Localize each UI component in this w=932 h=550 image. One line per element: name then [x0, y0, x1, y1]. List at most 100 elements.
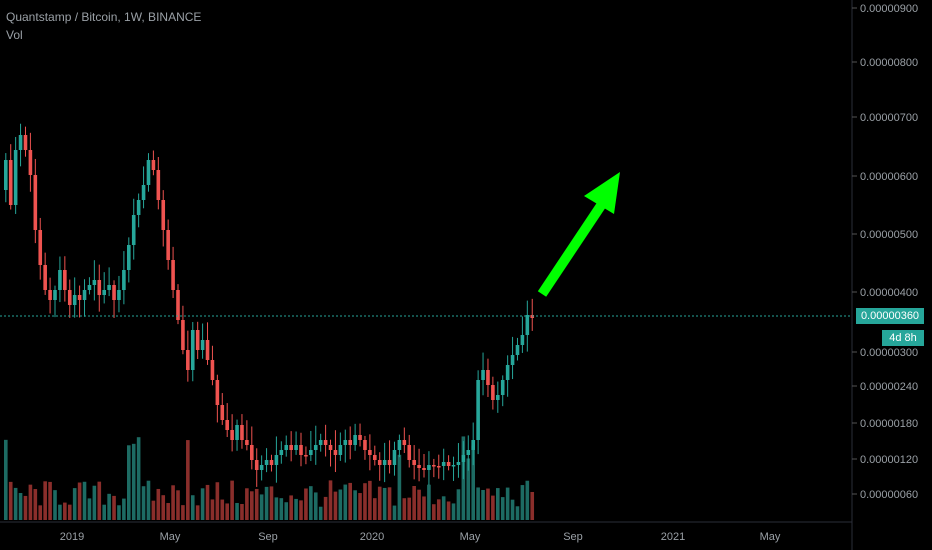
volume-bar	[190, 495, 195, 520]
y-tick-label: 0.00000240	[860, 381, 918, 393]
candle-body	[186, 350, 190, 370]
volume-bar	[323, 496, 328, 520]
volume-bar	[358, 493, 362, 520]
volume-bar	[333, 491, 338, 520]
volume-bar	[8, 481, 13, 520]
candle-body	[377, 460, 382, 465]
candle-body	[161, 200, 166, 230]
candle-body	[141, 185, 146, 200]
volume-bar	[387, 487, 392, 520]
candle-body	[269, 460, 274, 465]
candle-body	[112, 285, 116, 300]
volume-bar	[131, 443, 136, 520]
candle-body	[274, 455, 279, 465]
volume-bar	[23, 495, 28, 520]
volume-bar	[97, 481, 102, 520]
candle-body	[338, 445, 343, 455]
candle-body	[289, 445, 293, 450]
volume-bar	[186, 440, 190, 520]
volume-bar	[500, 497, 505, 520]
volume-bar	[510, 499, 515, 520]
candles	[4, 123, 535, 487]
volume-bar	[112, 495, 116, 520]
y-tick-label: 0.00000600	[860, 171, 918, 183]
volume-bar	[33, 489, 38, 520]
volume-bar	[476, 487, 480, 520]
volume-bar	[466, 458, 471, 520]
candle-body	[53, 290, 57, 300]
volume-bar	[274, 497, 279, 520]
candle-body	[72, 295, 77, 305]
volume-bar	[259, 494, 264, 520]
volume-bar	[215, 482, 220, 520]
volume-bar	[343, 484, 348, 520]
candle-body	[13, 150, 18, 205]
candle-body	[8, 160, 13, 205]
volume-bar	[299, 500, 303, 520]
y-tick-label: 0.00000900	[860, 3, 918, 15]
volume-bar	[304, 488, 308, 520]
volume-bar	[451, 503, 456, 520]
candle-body	[363, 440, 367, 450]
volume-bar	[58, 504, 62, 520]
volume-bar	[525, 480, 530, 520]
candle-body	[373, 455, 377, 460]
volume-bar	[18, 492, 23, 520]
y-tick-label: 0.00000060	[860, 489, 918, 501]
volume-bar	[161, 495, 166, 520]
volume-bar	[67, 504, 72, 520]
volume-bar	[264, 486, 269, 520]
volume-bar	[284, 502, 289, 520]
candle-body	[33, 175, 38, 230]
candle-body	[58, 270, 62, 290]
volume-bar	[181, 505, 185, 520]
candle-body	[38, 230, 43, 265]
volume-bar	[446, 501, 451, 520]
candle-body	[67, 290, 72, 305]
x-tick-label: 2020	[360, 531, 384, 543]
candle-body	[171, 260, 175, 290]
volume-bar	[176, 490, 180, 520]
candle-body	[309, 450, 313, 455]
volume-bar	[377, 486, 382, 520]
volume-bar	[127, 445, 131, 520]
candle-body	[97, 280, 102, 295]
volume-bar	[436, 499, 441, 520]
candle-body	[422, 468, 426, 470]
volume-bar	[328, 480, 333, 520]
candle-body	[358, 435, 362, 440]
candle-body	[235, 425, 239, 440]
candle-body	[407, 445, 412, 460]
volume-bar	[146, 480, 151, 520]
volume-bar	[471, 445, 475, 520]
candle-body	[215, 380, 220, 405]
candle-body	[505, 365, 510, 380]
candle-body	[87, 285, 92, 290]
candle-body	[466, 450, 471, 455]
volume-bar	[151, 500, 156, 520]
volume-bar	[368, 480, 372, 520]
candle-body	[510, 355, 515, 365]
candle-body	[210, 360, 215, 380]
candle-body	[264, 460, 269, 465]
candle-body	[368, 450, 372, 455]
candle-body	[520, 335, 525, 345]
volume-bar	[87, 498, 92, 520]
volume-bar	[141, 486, 146, 520]
y-tick-label: 0.00000180	[860, 418, 918, 430]
volume-bar	[496, 488, 500, 520]
volume-label: Vol	[6, 28, 23, 42]
x-tick-label: May	[760, 531, 781, 543]
candle-body	[190, 330, 195, 370]
volume-bar	[220, 499, 225, 520]
candle-body	[441, 462, 446, 466]
y-tick-label: 0.00000500	[860, 229, 918, 241]
candle-body	[48, 290, 52, 300]
volume-bar	[136, 437, 141, 520]
candle-body	[250, 445, 254, 460]
volume-bar	[427, 484, 431, 520]
candle-body	[436, 466, 441, 468]
candle-body	[318, 440, 323, 445]
